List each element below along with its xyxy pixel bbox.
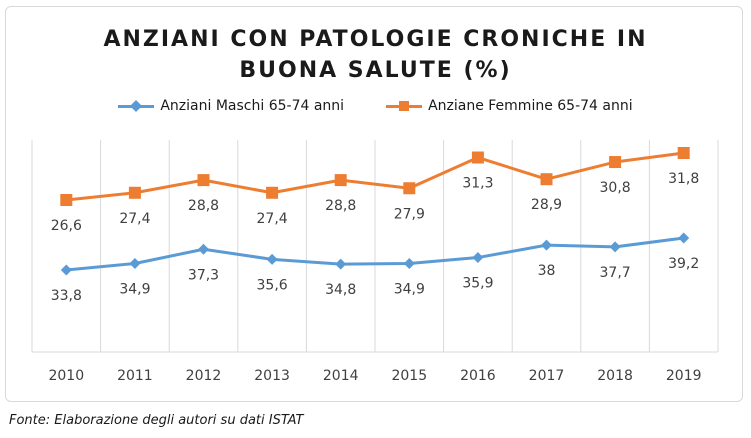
data-point-s1-2015 <box>403 182 416 195</box>
x-tick-label-2013: 2013 <box>254 368 290 384</box>
data-point-s0-2013 <box>266 253 278 265</box>
data-label-s0-2012: 37,3 <box>188 267 219 283</box>
data-point-s0-2017 <box>541 239 552 251</box>
data-point-s1-2012 <box>197 174 210 187</box>
data-label-s1-2014: 28,8 <box>325 198 356 214</box>
chart-title: ANZIANI CON PATOLOGIE CRONICHE IN BUONA … <box>0 24 751 86</box>
chart-frame <box>5 6 743 402</box>
data-label-s0-2019: 39,2 <box>668 256 699 272</box>
data-label-s0-2018: 37,7 <box>600 265 631 281</box>
x-tick-label-2016: 2016 <box>460 368 496 384</box>
data-point-s1-2013 <box>266 186 279 199</box>
chart-series <box>60 147 690 276</box>
x-tick-label-2010: 2010 <box>48 368 84 384</box>
data-label-s0-2015: 34,9 <box>394 281 425 297</box>
data-point-s1-2010 <box>60 194 73 206</box>
data-label-s1-2018: 30,8 <box>600 180 631 196</box>
data-point-s0-2015 <box>403 257 415 269</box>
data-point-s1-2011 <box>128 186 141 199</box>
data-label-s1-2016: 31,3 <box>462 176 493 192</box>
series-line-1 <box>66 151 684 202</box>
chart-title-line-1: ANZIANI CON PATOLOGIE CRONICHE IN <box>103 27 648 52</box>
source-note: Fonte: Elaborazione degli autori su dati… <box>9 413 304 428</box>
data-label-s1-2019: 31,8 <box>668 171 699 187</box>
data-label-s0-2014: 34,8 <box>325 282 356 298</box>
data-label-s0-2013: 35,6 <box>257 277 288 293</box>
x-tick-label-2012: 2012 <box>186 368 222 384</box>
data-point-s1-2019 <box>677 147 690 159</box>
data-point-s0-2018 <box>609 241 621 253</box>
data-label-s1-2017: 28,9 <box>531 197 562 213</box>
chart-data-labels: 33,8 34,9 37,3 35,6 34,8 34,9 35,9 38 37,7 39,2 26… <box>51 171 700 304</box>
data-label-s0-2016: 35,9 <box>462 276 493 292</box>
data-label-s1-2010: 26,6 <box>51 218 82 234</box>
data-point-s0-2010 <box>60 264 72 276</box>
data-label-s0-2010: 33,8 <box>51 288 82 304</box>
data-label-s0-2011: 34,9 <box>119 281 150 297</box>
data-point-s0-2014 <box>335 258 347 270</box>
data-label-s1-2015: 27,9 <box>394 206 425 222</box>
data-point-s1-2018 <box>609 156 622 169</box>
data-point-s1-2016 <box>471 151 484 164</box>
chart-legend: Anziani Maschi 65-74 anni Anziane Femmin… <box>0 95 751 117</box>
data-label-s1-2012: 28,8 <box>188 198 219 214</box>
data-point-s0-2019 <box>678 232 690 244</box>
legend-label-males: Anziani Maschi 65-74 anni <box>160 98 345 114</box>
chart-x-axis: 2010 2011 2012 2013 2014 2015 2016 2017 2018 2019 <box>32 351 718 384</box>
legend-swatch-males <box>118 99 155 113</box>
legend-item-females: Anziane Femmine 65-74 anni <box>386 98 633 114</box>
x-tick-label-2019: 2019 <box>666 368 702 384</box>
series-line-0 <box>66 236 684 272</box>
x-tick-label-2015: 2015 <box>391 368 427 384</box>
x-tick-label-2018: 2018 <box>597 368 633 384</box>
data-point-s1-2017 <box>540 173 553 186</box>
x-tick-label-2017: 2017 <box>529 368 565 384</box>
data-point-s0-2011 <box>129 257 141 269</box>
legend-label-females: Anziane Femmine 65-74 anni <box>428 98 633 114</box>
x-tick-label-2014: 2014 <box>323 368 359 384</box>
data-label-s1-2013: 27,4 <box>257 211 288 227</box>
data-label-s0-2017: 38 <box>538 263 556 279</box>
data-point-s1-2014 <box>334 174 347 187</box>
data-point-s0-2012 <box>198 243 209 255</box>
legend-swatch-females <box>386 100 423 112</box>
legend-item-males: Anziani Maschi 65-74 anni <box>118 98 344 114</box>
square-marker-icon <box>399 101 410 111</box>
x-tick-label-2011: 2011 <box>117 368 153 384</box>
chart-title-line-2: BUONA SALUTE (%) <box>239 58 512 83</box>
data-label-s1-2011: 27,4 <box>119 211 150 227</box>
data-point-s0-2016 <box>472 252 484 264</box>
